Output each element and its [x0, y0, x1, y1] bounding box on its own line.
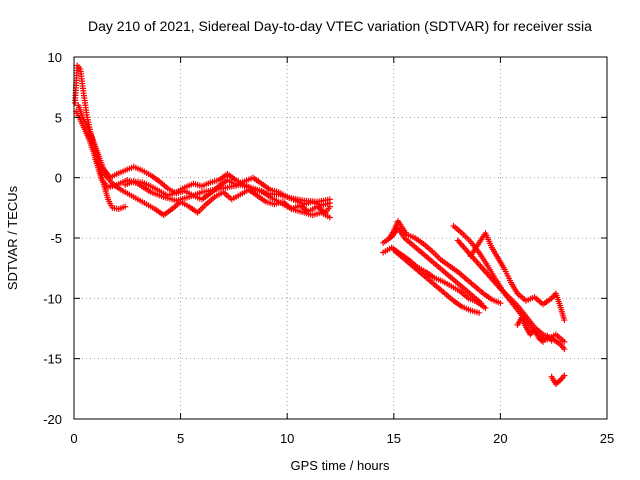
- data-point: [561, 338, 568, 345]
- data-point: [548, 337, 555, 344]
- data-point: [326, 214, 333, 221]
- axis-ticks: 0 5 10 15 20 25 -20 -15 -10 -5 0 5 10: [43, 50, 614, 446]
- y-axis-label: SDTVAR / TECUs: [5, 185, 20, 290]
- data-point: [122, 203, 129, 210]
- x-tick-label: 25: [600, 431, 614, 446]
- data-point: [497, 300, 504, 307]
- y-tick-label: -20: [43, 412, 62, 427]
- data-point: [478, 300, 485, 307]
- x-tick-label: 0: [70, 431, 77, 446]
- y-tick-label: -5: [50, 231, 62, 246]
- data-point: [561, 346, 568, 353]
- x-axis-label: GPS time / hours: [291, 458, 390, 473]
- y-tick-label: -10: [43, 291, 62, 306]
- data-points: [72, 62, 568, 388]
- x-tick-label: 15: [387, 431, 401, 446]
- x-tick-label: 10: [280, 431, 294, 446]
- plot-frame: [73, 56, 608, 420]
- data-point: [482, 304, 489, 311]
- x-tick-label: 5: [177, 431, 184, 446]
- y-tick-label: 0: [55, 171, 62, 186]
- data-point: [561, 317, 568, 324]
- grid: [74, 57, 607, 419]
- y-tick-label: -15: [43, 352, 62, 367]
- y-tick-label: 10: [48, 50, 62, 65]
- data-point: [476, 309, 483, 316]
- data-point: [561, 372, 568, 379]
- x-tick-label: 20: [493, 431, 507, 446]
- chart-title: Day 210 of 2021, Sidereal Day-to-day VTE…: [88, 18, 592, 34]
- data-point: [326, 203, 333, 210]
- y-tick-label: 5: [55, 110, 62, 125]
